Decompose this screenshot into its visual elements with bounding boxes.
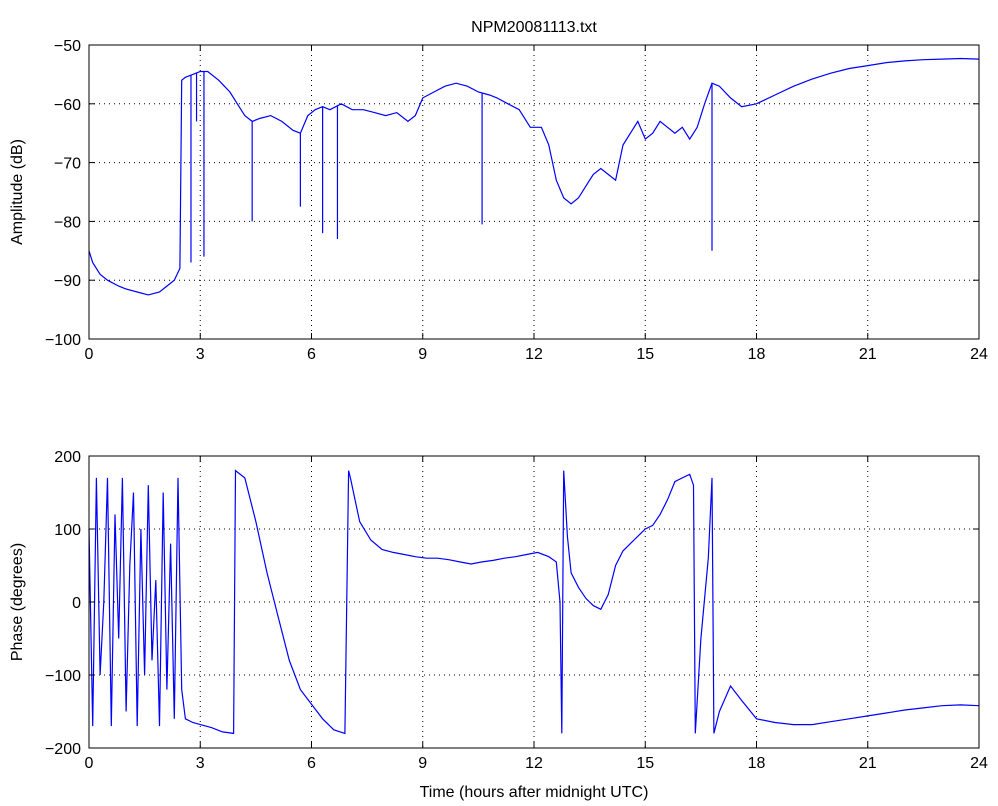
x-tick-label: 6 xyxy=(307,346,316,363)
x-tick-label: 12 xyxy=(525,346,543,363)
plot-area xyxy=(89,45,979,339)
y-tick-label: −70 xyxy=(54,156,81,173)
series-line xyxy=(88,57,980,296)
y-tick-label: −200 xyxy=(45,741,81,758)
x-tick-label: 24 xyxy=(970,346,988,363)
x-tick-label: 3 xyxy=(196,755,205,772)
amplitude-ylabel: Amplitude (dB) xyxy=(9,139,26,245)
y-tick-label: −90 xyxy=(54,273,81,290)
amplitude-axes: NPM20081113.txt Amplitude (dB) 0 3 6 9 12 15 1… xyxy=(9,19,988,363)
y-tick-label: −80 xyxy=(54,214,81,231)
time-xlabel: Time (hours after midnight UTC) xyxy=(420,784,649,801)
phase-ylabel: Phase (degrees) xyxy=(9,543,26,661)
x-tick-label: 15 xyxy=(636,346,654,363)
x-tick-label: 0 xyxy=(85,346,94,363)
x-tick-label: 9 xyxy=(418,755,427,772)
y-tick-label: 100 xyxy=(54,522,81,539)
x-tick-label: 9 xyxy=(418,346,427,363)
y-tick-label: 0 xyxy=(72,595,81,612)
x-tick-label: 21 xyxy=(859,755,877,772)
y-tick-label: −100 xyxy=(45,668,81,685)
x-tick-label: 12 xyxy=(525,755,543,772)
y-tick-label: −50 xyxy=(54,38,81,55)
x-tick-label: 18 xyxy=(748,755,766,772)
x-tick-label: 24 xyxy=(970,755,988,772)
series-line xyxy=(88,469,980,735)
phase-axes: Phase (degrees) Time (hours after midnig… xyxy=(9,449,988,801)
x-tick-label: 18 xyxy=(748,346,766,363)
y-tick-label: −100 xyxy=(45,332,81,349)
x-tick-label: 21 xyxy=(859,346,877,363)
x-tick-label: 15 xyxy=(636,755,654,772)
chart-title: NPM20081113.txt xyxy=(471,19,597,36)
x-tick-label: 6 xyxy=(307,755,316,772)
x-tick-label: 3 xyxy=(196,346,205,363)
y-tick-label: 200 xyxy=(54,449,81,466)
x-tick-label: 0 xyxy=(85,755,94,772)
y-tick-label: −60 xyxy=(54,97,81,114)
